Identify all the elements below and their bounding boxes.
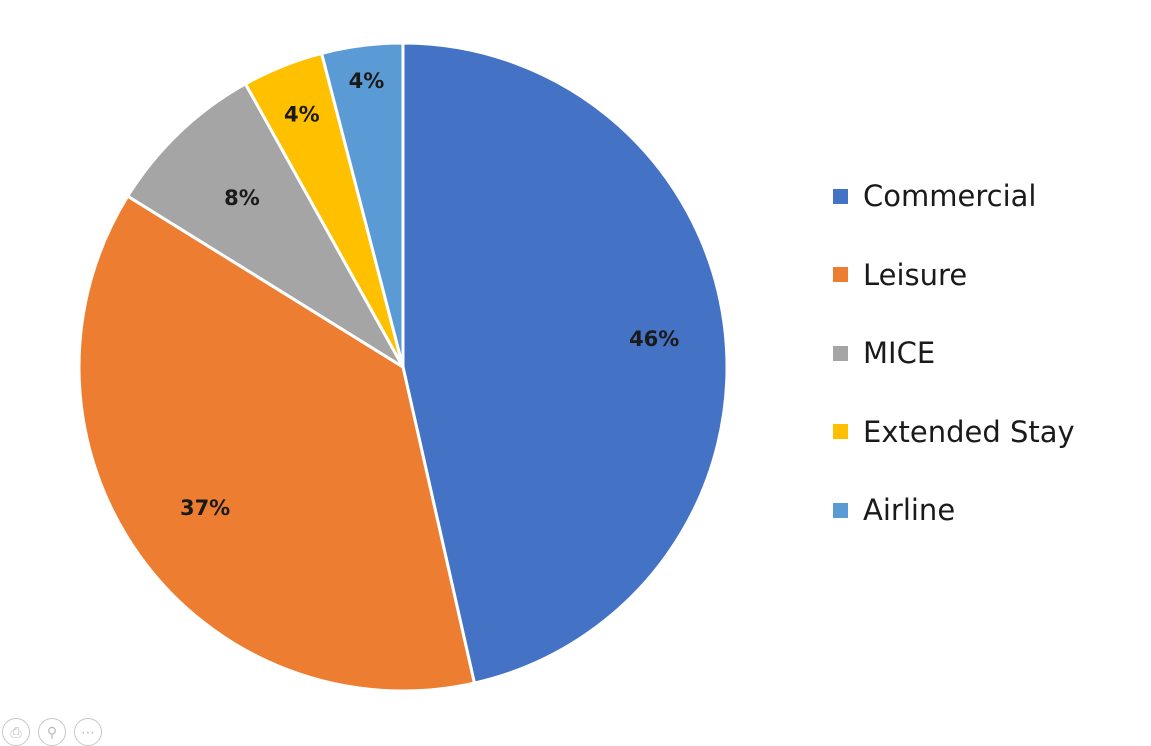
legend-item-leisure: Leisure	[833, 255, 1075, 295]
legend-swatch	[833, 345, 848, 361]
more-icon[interactable]: ⋯	[74, 718, 102, 746]
slice-commercial	[401, 41, 729, 685]
legend-label: Leisure	[863, 257, 968, 292]
legend-label: MICE	[863, 336, 936, 370]
footer-toolbar: ⎙ ⚲ ⋯	[2, 718, 102, 746]
data-label-extended-stay: 4%	[284, 102, 320, 126]
chart-legend: Commercial Leisure MICE Extended Stay Airlin…	[833, 176, 1075, 569]
pie-data-labels: 46% 37% 8% 4% 4%	[180, 69, 679, 520]
legend-swatch	[833, 502, 848, 518]
data-label-commercial: 46%	[629, 327, 679, 351]
legend-label: Commercial	[863, 179, 1037, 213]
legend-label: Extended Stay	[863, 414, 1075, 449]
print-icon[interactable]: ⎙	[2, 718, 30, 746]
slice-mice	[126, 82, 405, 369]
pie-slices	[77, 41, 729, 693]
legend-item-airline: Airline	[833, 490, 1075, 530]
data-label-leisure: 37%	[180, 496, 230, 520]
legend-swatch	[833, 188, 848, 204]
legend-item-commercial: Commercial	[833, 176, 1075, 216]
slice-airline	[320, 41, 405, 369]
search-icon[interactable]: ⚲	[38, 718, 66, 746]
legend-swatch	[833, 424, 848, 439]
legend-swatch	[833, 267, 848, 282]
data-label-mice: 8%	[224, 186, 260, 210]
legend-item-mice: MICE	[833, 333, 1075, 373]
data-label-airline: 4%	[349, 69, 385, 93]
legend-item-extended-stay: Extended Stay	[833, 412, 1075, 452]
slice-leisure	[77, 194, 476, 693]
legend-label: Airline	[863, 493, 956, 527]
